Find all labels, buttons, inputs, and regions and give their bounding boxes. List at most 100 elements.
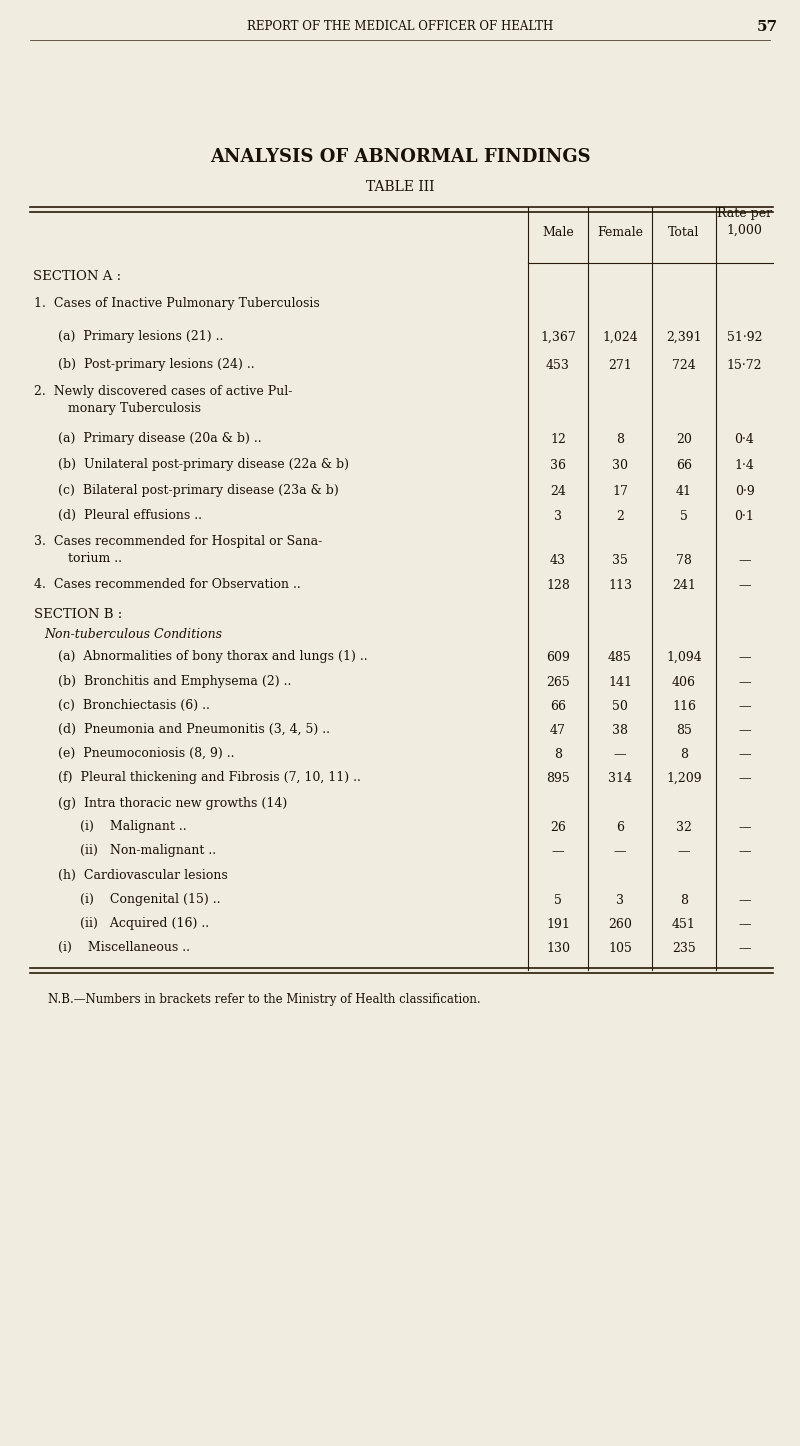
Text: 609: 609: [546, 651, 570, 664]
Text: 12: 12: [550, 432, 566, 445]
Text: —: —: [738, 700, 750, 713]
Text: —: —: [738, 554, 750, 567]
Text: 105: 105: [608, 941, 632, 954]
Text: 191: 191: [546, 918, 570, 931]
Text: (i)    Congenital (15) ..: (i) Congenital (15) ..: [80, 894, 221, 907]
Text: ANALYSIS OF ABNORMAL FINDINGS: ANALYSIS OF ABNORMAL FINDINGS: [210, 147, 590, 166]
Text: 235: 235: [672, 941, 696, 954]
Text: 116: 116: [672, 700, 696, 713]
Text: 260: 260: [608, 918, 632, 931]
Text: —: —: [738, 918, 750, 931]
Text: 6: 6: [616, 821, 624, 834]
Text: 2.  Newly discovered cases of active Pul-: 2. Newly discovered cases of active Pul-: [34, 385, 292, 398]
Text: 265: 265: [546, 675, 570, 688]
Text: 85: 85: [676, 724, 692, 737]
Text: 1.  Cases of Inactive Pulmonary Tuberculosis: 1. Cases of Inactive Pulmonary Tuberculo…: [34, 296, 320, 309]
Text: 47: 47: [550, 724, 566, 737]
Text: Non-tuberculous Conditions: Non-tuberculous Conditions: [44, 628, 222, 641]
Text: 50: 50: [612, 700, 628, 713]
Text: 2: 2: [616, 510, 624, 523]
Text: 0·9: 0·9: [734, 484, 754, 497]
Text: (d)  Pleural effusions ..: (d) Pleural effusions ..: [58, 509, 202, 522]
Text: (d)  Pneumonia and Pneumonitis (3, 4, 5) ..: (d) Pneumonia and Pneumonitis (3, 4, 5) …: [58, 723, 330, 736]
Text: (c)  Bronchiectasis (6) ..: (c) Bronchiectasis (6) ..: [58, 698, 210, 711]
Text: (f)  Pleural thickening and Fibrosis (7, 10, 11) ..: (f) Pleural thickening and Fibrosis (7, …: [58, 771, 361, 784]
Text: SECTION B :: SECTION B :: [34, 607, 122, 620]
Text: 57: 57: [757, 20, 778, 35]
Text: 8: 8: [680, 748, 688, 761]
Text: 1,367: 1,367: [540, 331, 576, 344]
Text: 66: 66: [550, 700, 566, 713]
Text: 2,391: 2,391: [666, 331, 702, 344]
Text: 1,209: 1,209: [666, 772, 702, 785]
Text: 1·4: 1·4: [734, 458, 754, 471]
Text: —: —: [738, 821, 750, 834]
Text: TABLE III: TABLE III: [366, 179, 434, 194]
Text: Total: Total: [668, 226, 700, 239]
Text: (ii)   Acquired (16) ..: (ii) Acquired (16) ..: [80, 917, 209, 930]
Text: 15·72: 15·72: [726, 359, 762, 372]
Text: 5: 5: [554, 894, 562, 907]
Text: —: —: [738, 772, 750, 785]
Text: —: —: [738, 651, 750, 664]
Text: 30: 30: [612, 458, 628, 471]
Text: 3: 3: [616, 894, 624, 907]
Text: 895: 895: [546, 772, 570, 785]
Text: 485: 485: [608, 651, 632, 664]
Text: 271: 271: [608, 359, 632, 372]
Text: 51·92: 51·92: [726, 331, 762, 344]
Text: —: —: [738, 724, 750, 737]
Text: —: —: [738, 941, 750, 954]
Text: (a)  Primary disease (20a & b) ..: (a) Primary disease (20a & b) ..: [58, 432, 262, 445]
Text: 32: 32: [676, 821, 692, 834]
Text: 128: 128: [546, 578, 570, 591]
Text: (ii)   Non-malignant ..: (ii) Non-malignant ..: [80, 844, 216, 857]
Text: 24: 24: [550, 484, 566, 497]
Text: 241: 241: [672, 578, 696, 591]
Text: 141: 141: [608, 675, 632, 688]
Text: (h)  Cardiovascular lesions: (h) Cardiovascular lesions: [58, 869, 228, 882]
Text: 1,094: 1,094: [666, 651, 702, 664]
Text: (b)  Post-primary lesions (24) ..: (b) Post-primary lesions (24) ..: [58, 359, 254, 372]
Text: —: —: [738, 675, 750, 688]
Text: 36: 36: [550, 458, 566, 471]
Text: —: —: [552, 844, 564, 857]
Text: 17: 17: [612, 484, 628, 497]
Text: (a)  Primary lesions (21) ..: (a) Primary lesions (21) ..: [58, 330, 223, 343]
Text: 78: 78: [676, 554, 692, 567]
Text: (i)    Miscellaneous ..: (i) Miscellaneous ..: [58, 941, 190, 954]
Text: Male: Male: [542, 226, 574, 239]
Text: torium ..: torium ..: [48, 552, 122, 565]
Text: 453: 453: [546, 359, 570, 372]
Text: 66: 66: [676, 458, 692, 471]
Text: (i)    Malignant ..: (i) Malignant ..: [80, 820, 186, 833]
Text: 38: 38: [612, 724, 628, 737]
Text: monary Tuberculosis: monary Tuberculosis: [48, 402, 201, 415]
Text: —: —: [738, 748, 750, 761]
Text: 113: 113: [608, 578, 632, 591]
Text: (c)  Bilateral post-primary disease (23a & b): (c) Bilateral post-primary disease (23a …: [58, 484, 338, 497]
Text: 43: 43: [550, 554, 566, 567]
Text: (g)  Intra thoracic new growths (14): (g) Intra thoracic new growths (14): [58, 797, 287, 810]
Text: —: —: [738, 894, 750, 907]
Text: Female: Female: [597, 226, 643, 239]
Text: 8: 8: [554, 748, 562, 761]
Text: —: —: [614, 844, 626, 857]
Text: (b)  Unilateral post-primary disease (22a & b): (b) Unilateral post-primary disease (22a…: [58, 458, 349, 471]
Text: REPORT OF THE MEDICAL OFFICER OF HEALTH: REPORT OF THE MEDICAL OFFICER OF HEALTH: [247, 20, 553, 33]
Text: N.B.—Numbers in brackets refer to the Ministry of Health classification.: N.B.—Numbers in brackets refer to the Mi…: [48, 993, 481, 1006]
Text: SECTION A :: SECTION A :: [33, 270, 121, 283]
Text: 1,024: 1,024: [602, 331, 638, 344]
Text: 3.  Cases recommended for Hospital or Sana-: 3. Cases recommended for Hospital or San…: [34, 535, 322, 548]
Text: 0·4: 0·4: [734, 432, 754, 445]
Text: 20: 20: [676, 432, 692, 445]
Text: 26: 26: [550, 821, 566, 834]
Text: (e)  Pneumoconiosis (8, 9) ..: (e) Pneumoconiosis (8, 9) ..: [58, 748, 234, 761]
Text: 0·1: 0·1: [734, 510, 754, 523]
Text: —: —: [738, 578, 750, 591]
Text: 4.  Cases recommended for Observation ..: 4. Cases recommended for Observation ..: [34, 578, 301, 591]
Text: 130: 130: [546, 941, 570, 954]
Text: (a)  Abnormalities of bony thorax and lungs (1) ..: (a) Abnormalities of bony thorax and lun…: [58, 651, 368, 664]
Text: 3: 3: [554, 510, 562, 523]
Text: 5: 5: [680, 510, 688, 523]
